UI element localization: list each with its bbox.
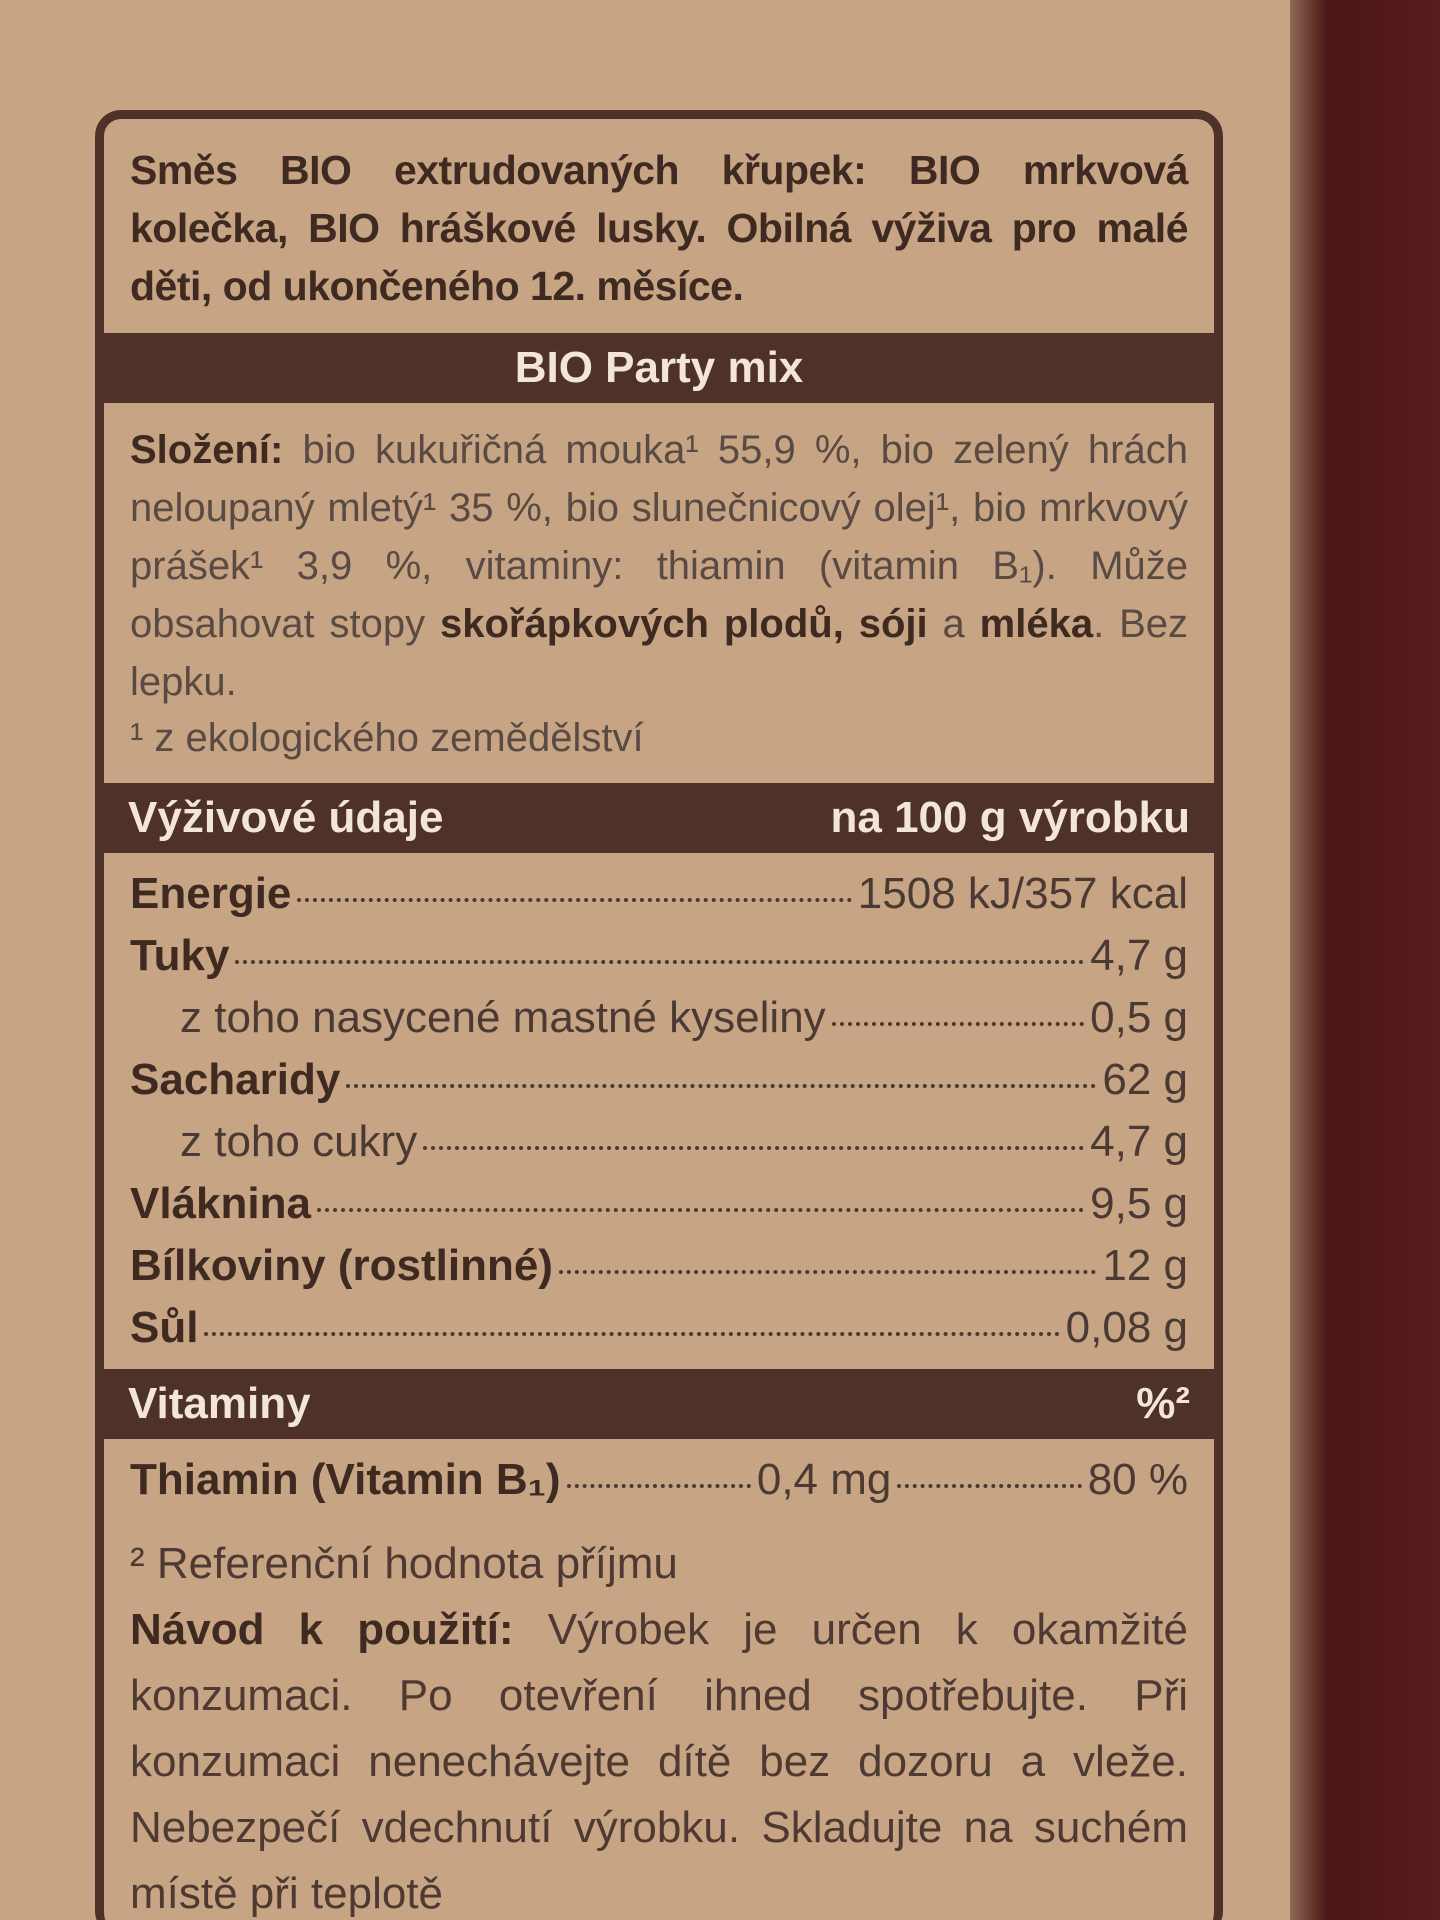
nutrient-value: 1508 kJ/357 kcal [857, 869, 1188, 918]
leader [346, 1084, 1097, 1088]
nutrition-row: z toho cukry 4,7 g [130, 1111, 1188, 1173]
leader [566, 1484, 751, 1488]
usage-label: Návod k použití: [130, 1605, 514, 1654]
allergens: Může obsahovat stopy skořápkových plodů,… [130, 544, 1188, 704]
nutrient-name: Tuky [130, 931, 230, 980]
intro: Směs BIO extrudovaných křupek: BIO mrkvo… [130, 147, 1189, 309]
nutrition-header: Výživové údaje na 100 g výrobku [104, 783, 1214, 853]
nutrition-row: Sůl 0,08 g [130, 1297, 1188, 1359]
nutrient-name: z toho nasycené mastné kyseliny [180, 993, 826, 1042]
nutrition-row: Energie 1508 kJ/357 kcal [130, 863, 1188, 925]
usage-text: Výrobek je určen k okamžité konzumaci. P… [130, 1605, 1188, 1852]
vitamin-name: Thiamin (Vitamin B₁) [130, 1455, 561, 1504]
nutrient-name: Bílkoviny (rostlinné) [130, 1241, 553, 1290]
vitamins-header: Vitaminy %² [104, 1369, 1214, 1439]
vitamin-pct: 80 % [1087, 1455, 1188, 1504]
nutrient-name: Vláknina [130, 1179, 311, 1228]
leader [558, 1270, 1097, 1274]
nutrition-row: Vláknina 9,5 g [130, 1173, 1188, 1235]
vitamins-pct: %² [1136, 1379, 1190, 1428]
leader [204, 1332, 1060, 1336]
leader [297, 898, 852, 902]
product-band: BIO Party mix [104, 333, 1214, 403]
footnote: ¹ z ekologického zemědělství [130, 716, 644, 760]
nutrition-row: Tuky 4,7 g [130, 925, 1188, 987]
usage: ² Referenční hodnota příjmu Návod k použ… [104, 1521, 1214, 1920]
nutrition-row: z toho nasycené mastné kyseliny 0,5 g [130, 987, 1188, 1049]
leader [316, 1208, 1085, 1212]
ingredients: Složení: bio kukuřičná mouka¹ 55,9 %, bi… [104, 403, 1214, 783]
storage-text: Skladujte na suchém místě při teplotě [130, 1803, 1188, 1918]
nutrient-value: 0,08 g [1065, 1303, 1188, 1352]
vitamin-row: Thiamin (Vitamin B₁) 0,4 mg 80 % [130, 1449, 1188, 1511]
nutrient-value: 0,5 g [1090, 993, 1188, 1042]
bag-edge [1290, 0, 1440, 1920]
nutrition-row: Sacharidy 62 g [130, 1049, 1188, 1111]
leader [831, 1022, 1085, 1026]
product-name: BIO Party mix [514, 343, 804, 392]
nutrient-value: 4,7 g [1090, 1117, 1188, 1166]
nutrient-value: 4,7 g [1090, 931, 1188, 980]
allergen-part: Může obsahovat stopy [130, 544, 1188, 646]
nutrient-value: 62 g [1102, 1055, 1188, 1104]
leader [235, 960, 1085, 964]
ingredients-label: Složení: [130, 428, 284, 472]
nutrient-name: Energie [130, 869, 292, 918]
allergen-part: skořápkových plodů, sóji [439, 602, 928, 646]
footnote: ² Referenční hodnota příjmu [130, 1539, 678, 1588]
allergen-part: . Bez lepku. [130, 602, 1188, 704]
label: Směs BIO extrudovaných křupek: BIO mrkvo… [95, 110, 1223, 1920]
nutrition-title: Výživové údaje [128, 793, 444, 842]
nutrient-name: Sůl [130, 1303, 199, 1352]
nutrition-rows: Energie 1508 kJ/357 kcal Tuky 4,7 g z toho n… [104, 853, 1214, 1369]
nutrition-row: Bílkoviny (rostlinné) 12 g [130, 1235, 1188, 1297]
allergen-part: mléka [979, 602, 1094, 646]
vitamin-rows: Thiamin (Vitamin B₁) 0,4 mg 80 % [104, 1439, 1214, 1521]
nutrient-name: z toho cukry [180, 1117, 418, 1166]
ingredients-text: bio kukuřičná mouka¹ 55,9 %, bio zelený … [130, 428, 1188, 588]
nutrient-value: 12 g [1102, 1241, 1188, 1290]
nutrient-value: 9,5 g [1090, 1179, 1188, 1228]
nutrient-name: Sacharidy [130, 1055, 341, 1104]
leader [423, 1146, 1085, 1150]
vitamins-title: Vitaminy [128, 1379, 311, 1428]
vitamin-amount: 0,4 mg [756, 1455, 892, 1504]
nutrition-per: na 100 g výrobku [830, 793, 1190, 842]
allergen-part: a [942, 602, 965, 646]
leader [897, 1484, 1082, 1488]
